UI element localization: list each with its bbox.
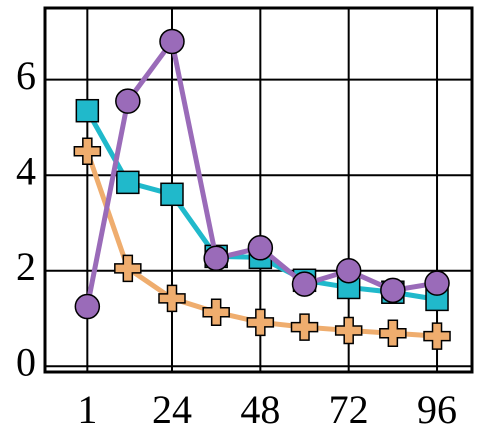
plus-marker <box>423 322 451 350</box>
plus-marker <box>114 254 142 283</box>
circle-marker <box>380 277 406 304</box>
plot-frame <box>43 6 474 374</box>
circle-marker <box>291 271 318 297</box>
y-tick-label: 6 <box>16 53 36 98</box>
circle-marker <box>159 28 185 55</box>
y-tick-label: 2 <box>16 244 36 289</box>
plus-marker <box>158 284 186 313</box>
x-tick-label: 24 <box>152 387 192 432</box>
plus-marker <box>379 319 407 348</box>
y-tick-label: 0 <box>16 339 36 384</box>
circle-marker <box>115 88 141 114</box>
circle-marker <box>203 245 229 272</box>
plus-marker <box>202 298 230 327</box>
x-tick-label: 96 <box>417 387 457 432</box>
x-tick-label: 1 <box>77 387 97 432</box>
y-tick-label: 4 <box>16 148 36 193</box>
plus-marker <box>290 313 319 341</box>
circle-marker <box>335 257 362 284</box>
square-marker <box>160 182 184 207</box>
plus-marker <box>246 308 275 337</box>
square-marker <box>75 98 100 123</box>
plus-marker <box>334 316 363 345</box>
x-tick-label: 48 <box>240 387 280 432</box>
plus-marker <box>73 137 102 166</box>
circle-marker <box>424 270 450 296</box>
circle-marker <box>74 293 101 320</box>
square-marker <box>116 170 140 195</box>
x-tick-label: 72 <box>329 387 369 432</box>
circle-marker <box>247 235 274 261</box>
